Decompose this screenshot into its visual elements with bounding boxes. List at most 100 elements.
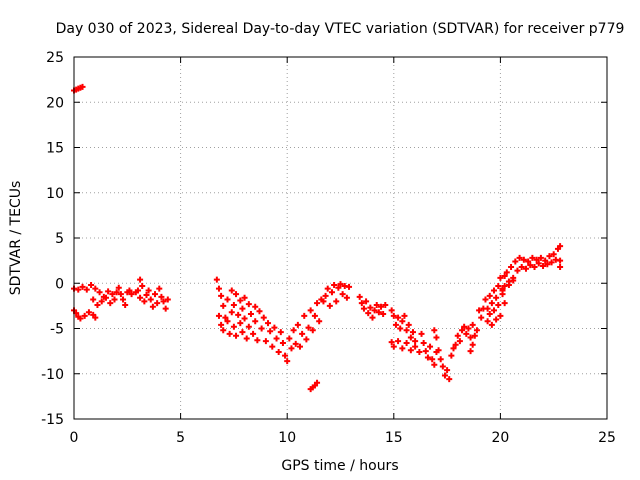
data-point [215, 285, 222, 292]
data-point [343, 294, 350, 301]
data-point [254, 337, 261, 344]
data-point [533, 256, 540, 263]
data-point [294, 321, 301, 328]
data-point [395, 314, 402, 321]
data-point [403, 339, 410, 346]
data-point [542, 257, 549, 264]
data-point [143, 292, 150, 299]
data-point [218, 292, 225, 299]
data-point [147, 296, 154, 303]
data-point [75, 286, 82, 293]
data-point [85, 309, 92, 316]
data-point [233, 332, 240, 339]
data-point [427, 343, 434, 350]
data-point [482, 296, 489, 303]
data-point [358, 300, 365, 307]
data-point [222, 314, 229, 321]
data-point [94, 301, 101, 308]
data-point [262, 338, 269, 345]
data-point [510, 277, 517, 284]
data-point [260, 314, 267, 321]
data-point [107, 300, 114, 307]
data-point [484, 305, 491, 312]
data-point [141, 298, 148, 305]
data-point [79, 83, 86, 90]
data-point [265, 320, 272, 327]
data-point [81, 312, 88, 319]
data-point [346, 283, 353, 290]
data-point [401, 312, 408, 319]
data-point [164, 296, 171, 303]
y-tick-label: -5 [50, 322, 64, 338]
data-point [273, 335, 280, 342]
data-point [322, 292, 329, 299]
data-point [463, 330, 470, 337]
data-point [218, 321, 225, 328]
data-point [390, 312, 397, 319]
x-tick-label: 20 [491, 430, 509, 446]
data-point [546, 253, 553, 260]
data-point [290, 327, 297, 334]
data-point [435, 347, 442, 354]
data-point [465, 325, 472, 332]
data-point [301, 312, 308, 319]
data-point [235, 311, 242, 318]
data-points [71, 83, 564, 393]
data-point [252, 303, 259, 310]
data-point [429, 356, 436, 363]
data-point [258, 325, 265, 332]
data-point [152, 291, 159, 298]
data-point [471, 332, 478, 339]
data-point [113, 289, 120, 296]
data-point [422, 348, 429, 355]
data-point [550, 251, 557, 258]
data-point [525, 258, 532, 265]
data-point [412, 338, 419, 345]
data-point [128, 291, 135, 298]
data-point [467, 334, 474, 341]
data-point [527, 262, 534, 269]
x-tick-label: 0 [70, 430, 79, 446]
x-tick-label: 10 [278, 430, 296, 446]
data-point [486, 292, 493, 299]
data-point [296, 343, 303, 350]
data-point [284, 358, 291, 365]
data-point [420, 339, 427, 346]
data-point [145, 287, 152, 294]
data-point [79, 283, 86, 290]
data-point [102, 294, 109, 301]
data-point [373, 301, 380, 308]
data-point [514, 267, 521, 274]
data-point [115, 284, 122, 291]
y-tick-label: 15 [46, 141, 64, 157]
data-point [120, 296, 127, 303]
data-point [226, 330, 233, 337]
axis-ticks: 0 5 10 15 20 25 -15 -10 -5 0 5 10 15 20 25 [41, 50, 616, 446]
data-point [403, 327, 410, 334]
data-point [320, 298, 327, 305]
data-point [324, 285, 331, 292]
data-point [224, 318, 231, 325]
data-point [335, 284, 342, 291]
data-point [392, 321, 399, 328]
data-point [478, 314, 485, 321]
data-point [328, 289, 335, 296]
data-point [279, 339, 286, 346]
data-point [311, 312, 318, 319]
data-point [491, 307, 498, 314]
data-point [452, 341, 459, 348]
data-point [339, 291, 346, 298]
data-point [395, 338, 402, 345]
data-point [98, 298, 105, 305]
data-point [92, 285, 99, 292]
data-point [356, 293, 363, 300]
data-point [529, 254, 536, 261]
data-point [365, 310, 372, 317]
data-point [288, 345, 295, 352]
data-point [363, 298, 370, 305]
data-point [139, 282, 146, 289]
data-point [497, 274, 504, 281]
data-point [245, 301, 252, 308]
data-point [405, 321, 412, 328]
data-point [444, 367, 451, 374]
